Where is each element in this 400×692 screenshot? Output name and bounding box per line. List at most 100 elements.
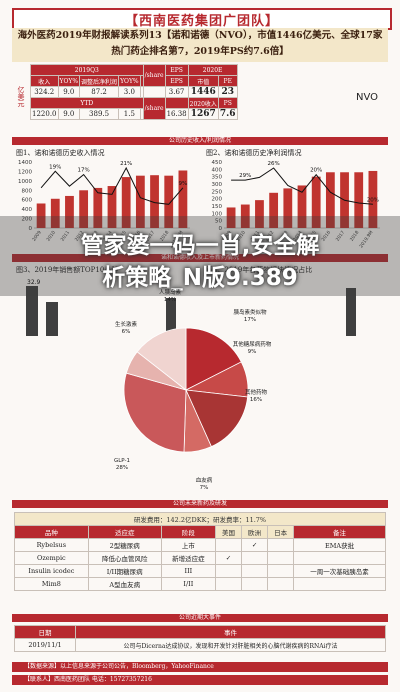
profit-xtick: 2017 [335, 230, 347, 243]
pie-label-name: GLP-1 [114, 458, 130, 464]
pipe-cell [267, 564, 295, 578]
profit-ytick: 150 [212, 204, 223, 210]
pipe-cell [293, 577, 386, 591]
profit-bar [325, 172, 335, 228]
pie-label-name: 血友病 [196, 476, 213, 484]
rd-summary: 研发费用：142.2亿DKK；研发费率：11.7% [14, 512, 386, 526]
fig4-title: 图4、2019年各药物板块情况占比 [206, 266, 313, 274]
profit-ytick: 100 [212, 211, 223, 217]
kpi-col-mcap: 市值 [187, 75, 219, 87]
pipe-cell: I/II期糖尿病 [87, 564, 162, 578]
profit-yoy-label: 29% [239, 173, 251, 179]
revenue-ytick: 0 [29, 226, 33, 232]
revenue-bar [79, 190, 89, 228]
pie-label-pct: 6% [122, 329, 131, 335]
pipe-cell [241, 551, 269, 565]
revenue-xtick: 2015 [116, 230, 128, 243]
revenue-bar [50, 198, 60, 228]
kpi-col-yoy2: YOY% [118, 75, 141, 87]
revenue-bar [164, 175, 174, 228]
pipe-cell: 2型糖尿病 [87, 538, 162, 552]
kpi-share-label: /share [142, 64, 166, 87]
pie-label-pct: 28% [116, 465, 128, 471]
kpi-q3-eps: 3.67 [164, 86, 189, 98]
profit-bar [297, 185, 307, 228]
pipeline-row: Mim8 A型血友病 I/II [14, 577, 386, 591]
pipe-cell: ✓ [214, 551, 243, 565]
kpi-table: 2019Q3 /share EPS 2020E 收入 YOY% 调整后净利润 Y… [30, 64, 238, 120]
revenue-bar [36, 203, 46, 228]
profit-xtick: 2014 [292, 230, 304, 243]
revenue-xtick: 2012 [74, 230, 86, 243]
revenue-yoy-label: 9% [179, 181, 188, 187]
revenue-bar [93, 187, 103, 228]
pipe-cell: I/II [160, 577, 217, 591]
kpi-period-q3: 2019Q3 [30, 64, 144, 76]
profit-yoy-line [231, 167, 373, 205]
pipe-cell [241, 564, 269, 578]
pipe-cell [267, 538, 295, 552]
segment-bar [346, 288, 356, 336]
revenue-bar [150, 175, 159, 228]
event-date: 2019/11/1 [14, 638, 76, 652]
fig1-title: 图1、诺和诺德历史收入情况 [16, 149, 105, 157]
pipe-cell: 一周一次基础胰岛素 [293, 564, 386, 578]
pipe-cell [241, 577, 269, 591]
ticker-label: NVO [356, 92, 379, 103]
revenue-xtick: 2011 [60, 230, 72, 243]
profit-xtick: 2018 [349, 230, 361, 243]
revenue-xtick: 2017 [145, 230, 157, 243]
revenue-ytick: 600 [22, 198, 33, 204]
kpi-ps-head: PS [217, 97, 238, 109]
revenue-yoy-label: 19% [49, 164, 61, 170]
footer-contact: 【联系人】西南医药团队 电话：15727357216 [12, 675, 388, 685]
pipe-cell [214, 538, 243, 552]
top10-bar-1 [26, 286, 38, 336]
fig2-title: 图2、诺和诺德历史净利润情况 [206, 149, 302, 157]
pipe-head-stage: 阶段 [160, 525, 217, 539]
profit-xtick: 2012 [264, 230, 276, 243]
pipe-head-drug: 品种 [14, 525, 89, 539]
pipe-cell: Ozempic [14, 551, 89, 565]
pie-label-name: 其他药物 [245, 388, 268, 396]
top10-value-label: 32.9 [27, 279, 41, 286]
subheader-line-1: 海外医药2019年财报解读系列13【诺和诺德（NVO），市值1446亿美元、全球… [17, 30, 383, 41]
profit-xtick: 2015 [306, 230, 318, 243]
revenue-xtick: 2018 [159, 230, 171, 243]
profit-bar [255, 200, 264, 228]
pie-slice [185, 327, 242, 391]
pipe-head-eu: 欧洲 [241, 525, 269, 539]
kpi-2020rev-head: 2020收入 [187, 97, 219, 109]
profit-bar [311, 176, 321, 228]
revenue-xtick: 2016 [131, 230, 143, 243]
pipe-cell: 降低心血管风险 [87, 551, 162, 565]
kpi-col-eps: EPS [164, 75, 189, 87]
pipe-cell [267, 577, 295, 591]
pipe-cell [214, 564, 243, 578]
footer-source: 【数据来源】以上信息来源于公司公告，Bloomberg，YahooFinance [12, 662, 388, 672]
profit-xtick: 2010 [235, 230, 247, 243]
kpi-period-ytd: YTD [30, 97, 144, 109]
kpi-2020e-head: 2020E [187, 64, 238, 76]
report-subheader: 海外医药2019年财报解读系列13【诺和诺德（NVO），市值1446亿美元、全球… [12, 28, 388, 62]
band-pipeline: 公司未来新药及研发 [12, 500, 388, 508]
events-table: 日期 事件 2019/11/1 公司与Dicerna达成协议，发现和开发针对肝脏… [14, 625, 386, 652]
kpi-col-yoy: YOY% [57, 75, 81, 87]
profit-ytick: 250 [212, 189, 223, 195]
pie-label-pct: 7% [200, 485, 209, 491]
revenue-yoy-line [40, 166, 184, 205]
profit-bar [283, 188, 293, 228]
kpi-q3-yoy2: 3.0 [118, 86, 141, 98]
top10-bar-9 [166, 298, 176, 336]
profit-bar [368, 170, 378, 228]
pie-label-name: 人胰岛素 [159, 288, 182, 296]
watermark-line-2: 析策略_N版9.389 [102, 265, 298, 291]
revenue-ytick: 200 [22, 217, 33, 223]
top10-bar-2 [46, 302, 58, 336]
profit-xtick: 2009 [221, 230, 233, 243]
revenue-bar [178, 170, 188, 228]
pie-label-name: 其他糖尿病药物 [233, 340, 272, 348]
